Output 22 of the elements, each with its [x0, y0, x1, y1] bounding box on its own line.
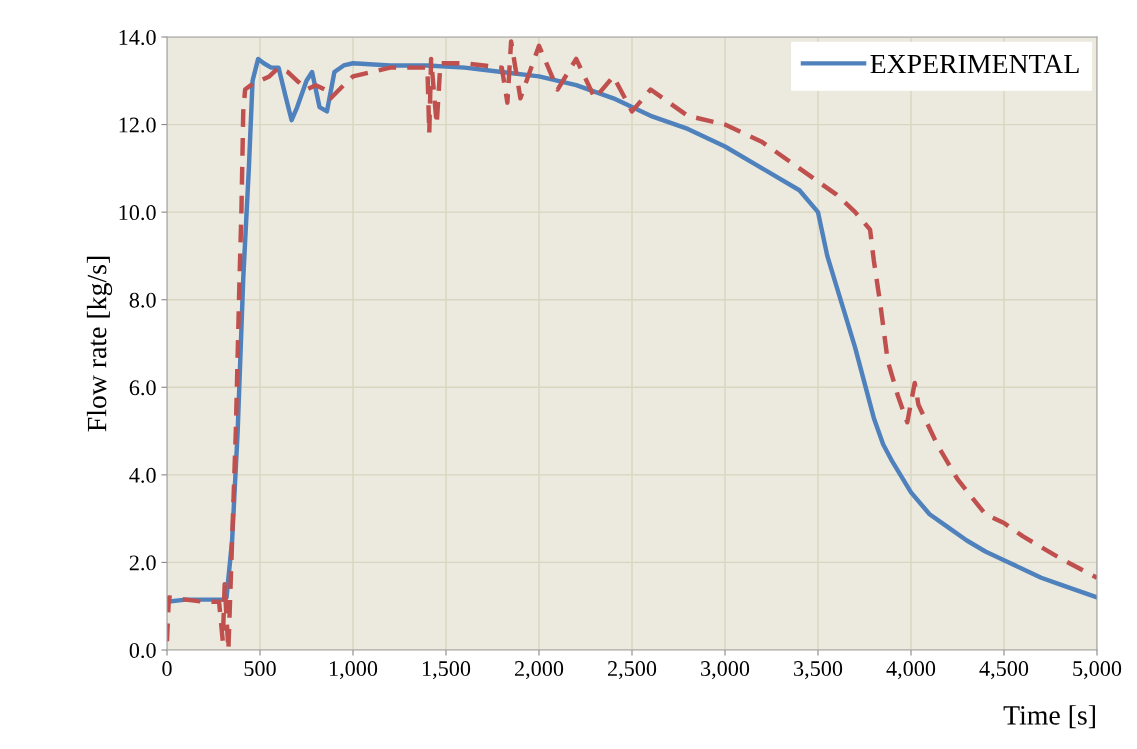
x-tick-label: 1,500 — [422, 661, 471, 680]
y-tick-label: 2.0 — [129, 555, 156, 571]
y-tick-label: 8.0 — [129, 292, 156, 308]
x-tick-label: 3,000 — [701, 661, 750, 680]
x-axis-title: Time [s] — [1003, 705, 1095, 729]
x-tick-label: 2,000 — [514, 661, 564, 680]
y-tick-label: 14.0 — [119, 29, 156, 46]
y-tick-label: 6.0 — [129, 380, 156, 396]
y-axis-title: Flow rate [kg/s] — [86, 256, 113, 432]
x-tick-label: 1,000 — [329, 661, 378, 680]
x-tick-label: 4,000 — [886, 661, 936, 680]
x-tick-label: 3,500 — [794, 661, 843, 680]
y-tick-label: 10.0 — [119, 205, 156, 221]
legend-label: EXPERIMENTAL — [870, 54, 1079, 74]
x-tick-label: 5,000 — [1073, 661, 1122, 680]
x-tick-label: 0 — [162, 661, 172, 677]
x-tick-label: 4,500 — [979, 661, 1029, 680]
y-tick-label: 4.0 — [129, 467, 156, 483]
y-tick-label: 12.0 — [119, 117, 156, 133]
x-tick-label: 500 — [244, 661, 276, 677]
x-tick-label: 2,500 — [607, 661, 657, 680]
y-tick-label: 0.0 — [129, 642, 156, 659]
